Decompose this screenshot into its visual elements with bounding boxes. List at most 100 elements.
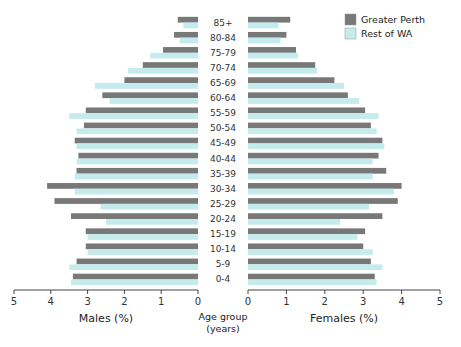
bar — [77, 259, 198, 265]
tick-label: 5 — [11, 296, 17, 307]
tick — [363, 290, 364, 294]
x-axis — [248, 290, 440, 291]
bar — [248, 32, 286, 38]
legend-swatch — [345, 28, 356, 39]
category-label: 45-49 — [210, 138, 236, 148]
bar — [128, 68, 198, 74]
axis-label: Age group(years) — [199, 311, 248, 334]
bar — [248, 234, 357, 240]
tick — [286, 290, 287, 294]
bar — [248, 264, 382, 270]
bar — [77, 159, 198, 165]
bar — [248, 159, 373, 165]
tick-label: 1 — [158, 296, 164, 307]
bar — [248, 213, 382, 219]
bar — [178, 17, 198, 23]
tick-label: 4 — [48, 296, 54, 307]
bar — [102, 92, 198, 98]
bar — [78, 153, 198, 159]
bar — [248, 138, 382, 144]
bar — [75, 189, 198, 195]
bar — [248, 249, 373, 255]
bar — [248, 189, 394, 195]
tick-label: 5 — [437, 296, 443, 307]
bar — [86, 243, 198, 249]
legend-label: Rest of WA — [361, 28, 413, 39]
bar — [248, 113, 379, 119]
category-label: 65-69 — [210, 78, 236, 88]
category-label: 0-4 — [216, 274, 231, 284]
axis-label: Females (%) — [310, 312, 378, 325]
bar — [248, 92, 348, 98]
category-label: 60-64 — [210, 93, 236, 103]
category-label: 5-9 — [216, 259, 231, 269]
bar — [75, 138, 198, 144]
bar — [69, 264, 198, 270]
legend: Greater Perth Rest of WA — [345, 14, 425, 39]
category-label: 70-74 — [210, 63, 236, 73]
bar — [86, 228, 198, 234]
tick — [248, 290, 249, 294]
category-label: 15-19 — [210, 229, 236, 239]
bar — [248, 198, 398, 204]
tick-label: 0 — [245, 296, 251, 307]
bar — [180, 38, 198, 44]
legend-label: Greater Perth — [361, 14, 425, 25]
category-label: 75-79 — [210, 48, 236, 58]
bar — [86, 107, 198, 113]
bar — [248, 228, 365, 234]
bar — [248, 38, 281, 44]
tick — [14, 290, 15, 294]
bar — [84, 123, 198, 129]
tick — [161, 290, 162, 294]
bar — [163, 47, 198, 53]
bar — [248, 53, 298, 59]
tick-label: 2 — [121, 296, 127, 307]
bar — [248, 47, 296, 53]
bar — [248, 279, 377, 285]
category-label: 20-24 — [210, 214, 236, 224]
tick — [324, 290, 325, 294]
tick — [401, 290, 402, 294]
bar — [248, 128, 377, 134]
bar — [248, 168, 386, 174]
bar — [183, 23, 198, 29]
tick-label: 4 — [398, 296, 404, 307]
bar — [248, 274, 375, 280]
tick — [124, 290, 125, 294]
bar — [73, 274, 198, 280]
category-label: 25-29 — [210, 199, 236, 209]
bar — [71, 213, 198, 219]
bar — [143, 62, 198, 68]
bar — [106, 219, 198, 225]
tick-label: 3 — [360, 296, 366, 307]
category-label: 80-84 — [210, 33, 236, 43]
bar — [47, 183, 198, 189]
bar — [100, 204, 198, 210]
tick — [87, 290, 88, 294]
axis-label: Males (%) — [79, 312, 133, 325]
bar — [150, 53, 198, 59]
tick-label: 3 — [84, 296, 90, 307]
x-axis — [14, 290, 198, 291]
bar — [95, 83, 198, 89]
tick-label: 1 — [283, 296, 289, 307]
bar — [248, 219, 340, 225]
bar — [174, 32, 198, 38]
panel: 0 1 2 3 4 5 Females (%) Greater Perth Rest of WA — [245, 14, 443, 325]
bar — [77, 168, 198, 174]
legend-swatch — [345, 14, 356, 25]
bar — [248, 23, 279, 29]
bar — [248, 259, 371, 265]
tick — [440, 290, 441, 294]
bar — [69, 113, 198, 119]
bar — [110, 98, 198, 104]
bar — [54, 198, 198, 204]
bar — [248, 17, 290, 23]
category-label: 40-44 — [210, 154, 236, 164]
bar — [248, 174, 373, 180]
tick-label: 2 — [322, 296, 328, 307]
bars — [47, 17, 198, 285]
bar — [88, 234, 198, 240]
bar — [88, 249, 198, 255]
